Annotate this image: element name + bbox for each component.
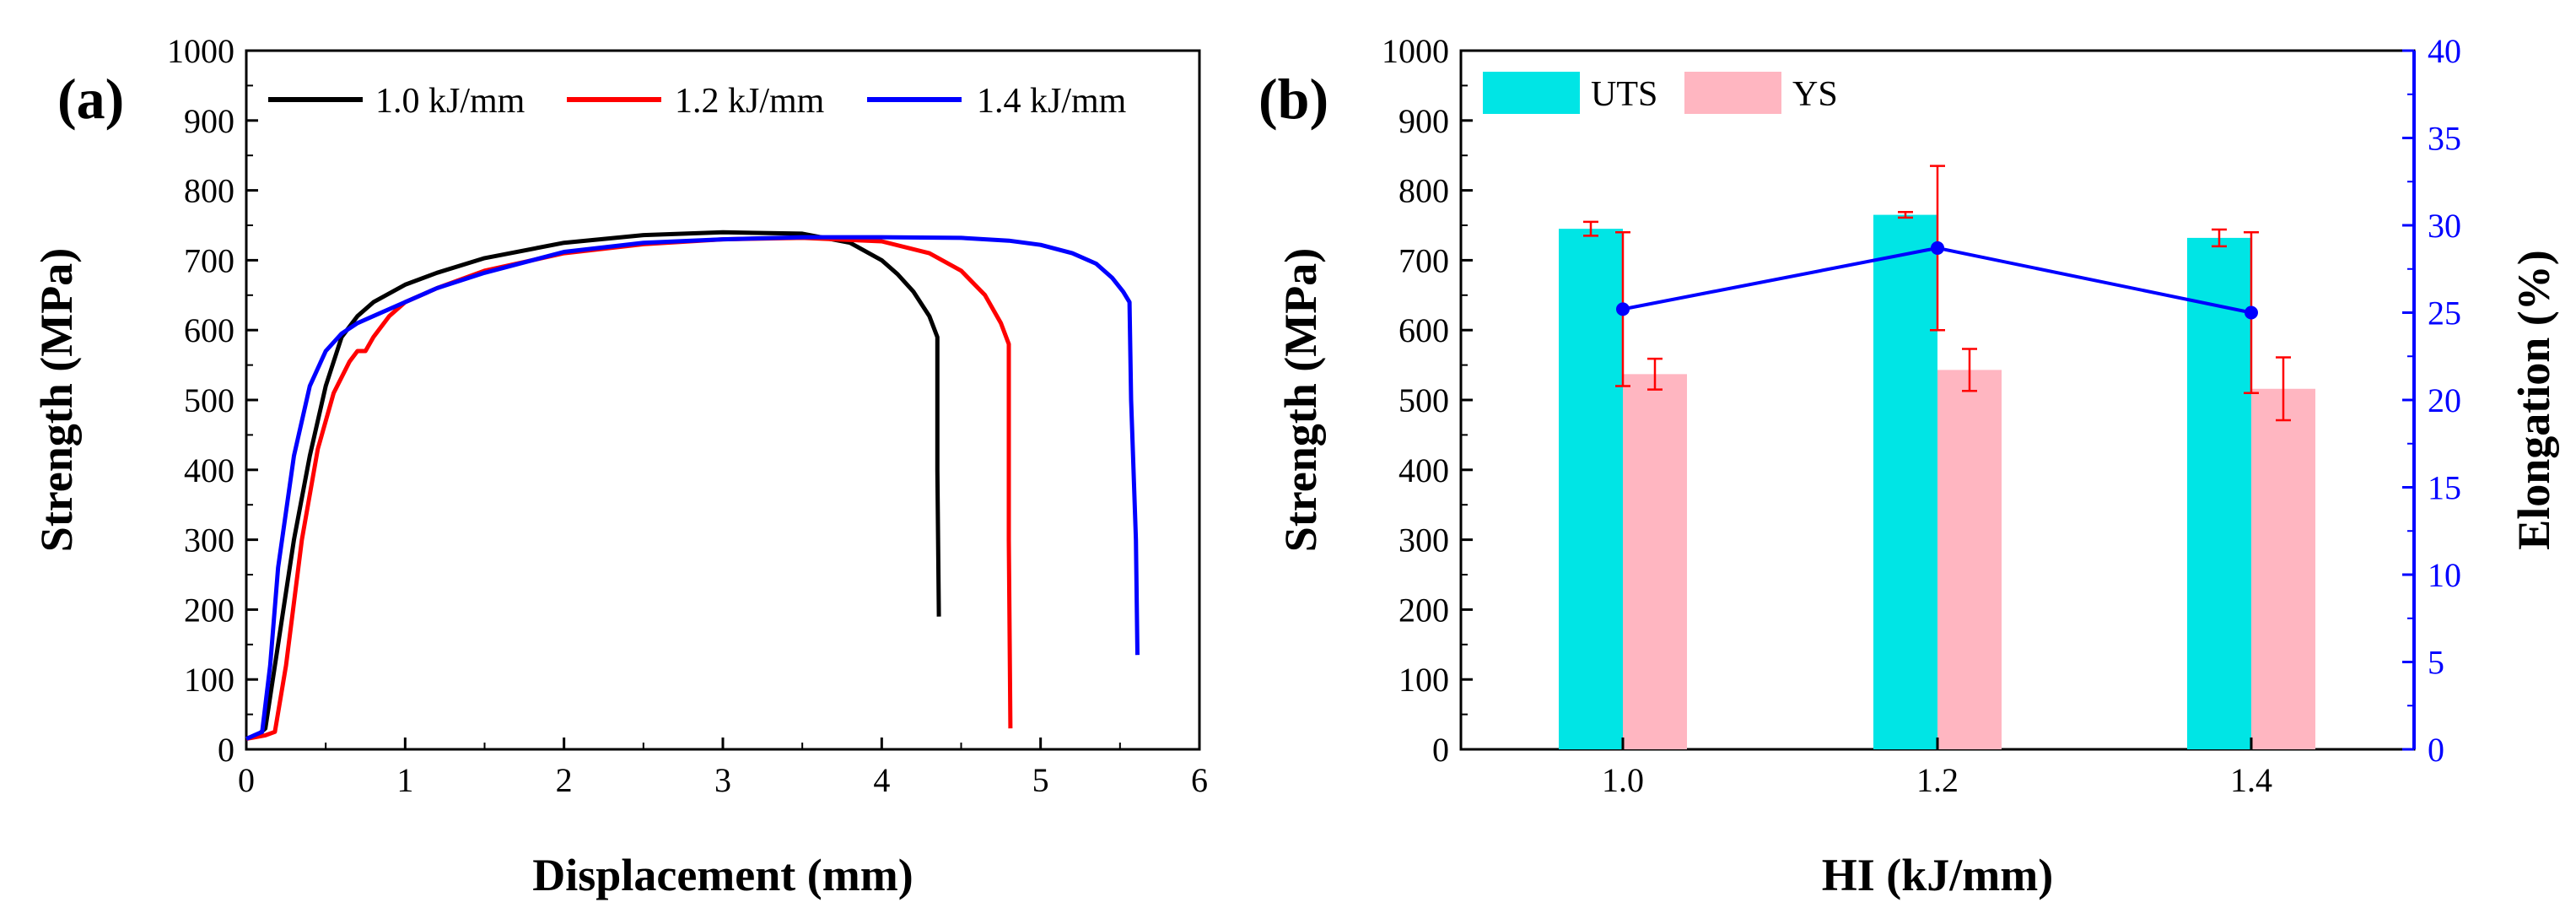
- panel-a-y-tick-label: 1000: [167, 32, 234, 70]
- panel-b-y-tick-label: 600: [1398, 311, 1449, 349]
- panel-a-legend: 1.0 kJ/mm 1.2 kJ/mm 1.4 kJ/mm: [268, 82, 1127, 121]
- panel-a-x-tick-label: 4: [873, 761, 890, 799]
- panel-b-y2-tick-label: 20: [2428, 381, 2461, 419]
- panel-b-y2-tick-label: 40: [2428, 32, 2461, 70]
- panel-b-label: (b): [1258, 67, 1328, 131]
- panel-b-y-tick-label: 700: [1398, 241, 1449, 279]
- panel-b-x-ticks: 1.0 1.2 1.4: [1602, 738, 2272, 799]
- panel-a-y-tick-label: 800: [184, 172, 234, 210]
- panel-a-x-tick-label: 5: [1032, 761, 1049, 799]
- panel-a-label: (a): [57, 67, 124, 131]
- panel-b-y-ticks: 0 100 200 300 400 500 600 700 800 900 1000: [1382, 32, 1473, 769]
- panel-b-bar-uts-1.2: [1873, 214, 1937, 749]
- legend-label-ys: YS: [1792, 75, 1838, 114]
- panel-a-y-ticks: 0 100 200 300 400 500 600 700 800 900 1000: [167, 32, 258, 769]
- panel-a-y-tick-label: 200: [184, 591, 234, 629]
- panel-a-x-tick-label: 2: [556, 761, 573, 799]
- panel-a-x-tick-label: 1: [396, 761, 413, 799]
- legend-label-uts: UTS: [1591, 75, 1657, 114]
- panel-a-y-axis-title: Strength (MPa): [31, 248, 82, 552]
- panel-a-series-line-0: [245, 230, 941, 741]
- panel-b-y2-axis-title: Elongation (%): [2509, 250, 2559, 550]
- legend-swatch-ys: [1684, 72, 1781, 114]
- panel-b-y-tick-label: 400: [1398, 451, 1449, 489]
- panel-a-y-tick-label: 0: [218, 731, 234, 769]
- panel-a-y-tick-label: 600: [184, 311, 234, 349]
- legend-label-1-2: 1.2 kJ/mm: [675, 82, 825, 121]
- panel-b-y-tick-label: 500: [1398, 381, 1449, 419]
- panel-b-elongation-point: [1616, 302, 1630, 316]
- panel-b-y-tick-label: 900: [1398, 102, 1449, 140]
- panel-b-x-tick-label: 1.4: [2230, 761, 2272, 799]
- panel-b-bars: [1559, 214, 2315, 749]
- panel-b-y2-ticks: 0 5 10 15 20 25 30 35 40: [2402, 32, 2461, 769]
- panel-b-elongation-point: [2245, 305, 2258, 320]
- panel-a-plot-frame: [245, 49, 1201, 751]
- panel-b-y2-tick-label: 25: [2428, 294, 2461, 332]
- panel-b-y-tick-label: 300: [1398, 521, 1449, 559]
- panel-b-y2-tick-label: 35: [2428, 120, 2461, 158]
- panel-a: 0 100 200 300 400 500 600 700 800 900 1000 0 1 2 3 4 5 6…: [31, 32, 1208, 900]
- panel-b-y-tick-label: 1000: [1382, 32, 1449, 70]
- panel-b-y2-tick-label: 0: [2428, 731, 2444, 769]
- panel-a-y-tick-label: 900: [184, 102, 234, 140]
- panel-b-legend: UTS YS: [1483, 72, 1838, 114]
- panel-a-y-tick-label: 500: [184, 381, 234, 419]
- panel-b-x-axis-title: HI (kJ/mm): [1822, 850, 2053, 900]
- panel-b-x-tick-label: 1.0: [1602, 761, 1644, 799]
- panel-b-y-tick-label: 200: [1398, 591, 1449, 629]
- panel-a-y-tick-label: 100: [184, 661, 234, 699]
- panel-b-error-bars: [1583, 211, 2291, 422]
- panel-b-y2-tick-label: 30: [2428, 207, 2461, 245]
- panel-b-y2-tick-label: 15: [2428, 469, 2461, 507]
- legend-label-1-0: 1.0 kJ/mm: [375, 82, 525, 121]
- panel-b-y-tick-label: 800: [1398, 172, 1449, 210]
- panel-b-bar-uts-1.4: [2187, 237, 2251, 749]
- panel-b-y2-tick-label: 5: [2428, 644, 2444, 682]
- panel-b: 0 100 200 300 400 500 600 700 800 900 1000 0 5 10 15 2…: [1258, 32, 2559, 900]
- panel-a-y-tick-label: 700: [184, 241, 234, 279]
- panel-a-y-tick-label: 300: [184, 521, 234, 559]
- panel-b-y-tick-label: 100: [1398, 661, 1449, 699]
- panel-b-bar-ys-1.4: [2251, 388, 2315, 749]
- panel-a-curves: [245, 230, 1140, 742]
- panel-a-y-tick-label: 400: [184, 451, 234, 489]
- panel-a-x-tick-label: 3: [714, 761, 731, 799]
- panel-b-y2-tick-label: 10: [2428, 556, 2461, 594]
- panel-b-x-tick-label: 1.2: [1916, 761, 1959, 799]
- panel-b-bar-uts-1.0: [1559, 229, 1623, 749]
- panel-b-elongation-point: [1931, 240, 1944, 255]
- legend-label-1-4: 1.4 kJ/mm: [977, 82, 1127, 121]
- panel-a-x-tick-label: 6: [1191, 761, 1208, 799]
- panel-a-series-line-2: [245, 235, 1140, 741]
- panel-a-x-ticks: 0 1 2 3 4 5 6: [238, 738, 1208, 799]
- legend-swatch-uts: [1483, 72, 1580, 114]
- panel-b-bar-ys-1.0: [1623, 374, 1687, 749]
- panel-a-x-tick-label: 0: [238, 761, 255, 799]
- panel-b-y-tick-label: 0: [1432, 731, 1449, 769]
- panel-a-x-axis-title: Displacement (mm): [532, 850, 913, 900]
- panel-b-elongation-line: [1615, 165, 2259, 394]
- panel-b-bar-ys-1.2: [1937, 370, 2002, 749]
- panel-b-y-axis-title: Strength (MPa): [1275, 248, 1326, 552]
